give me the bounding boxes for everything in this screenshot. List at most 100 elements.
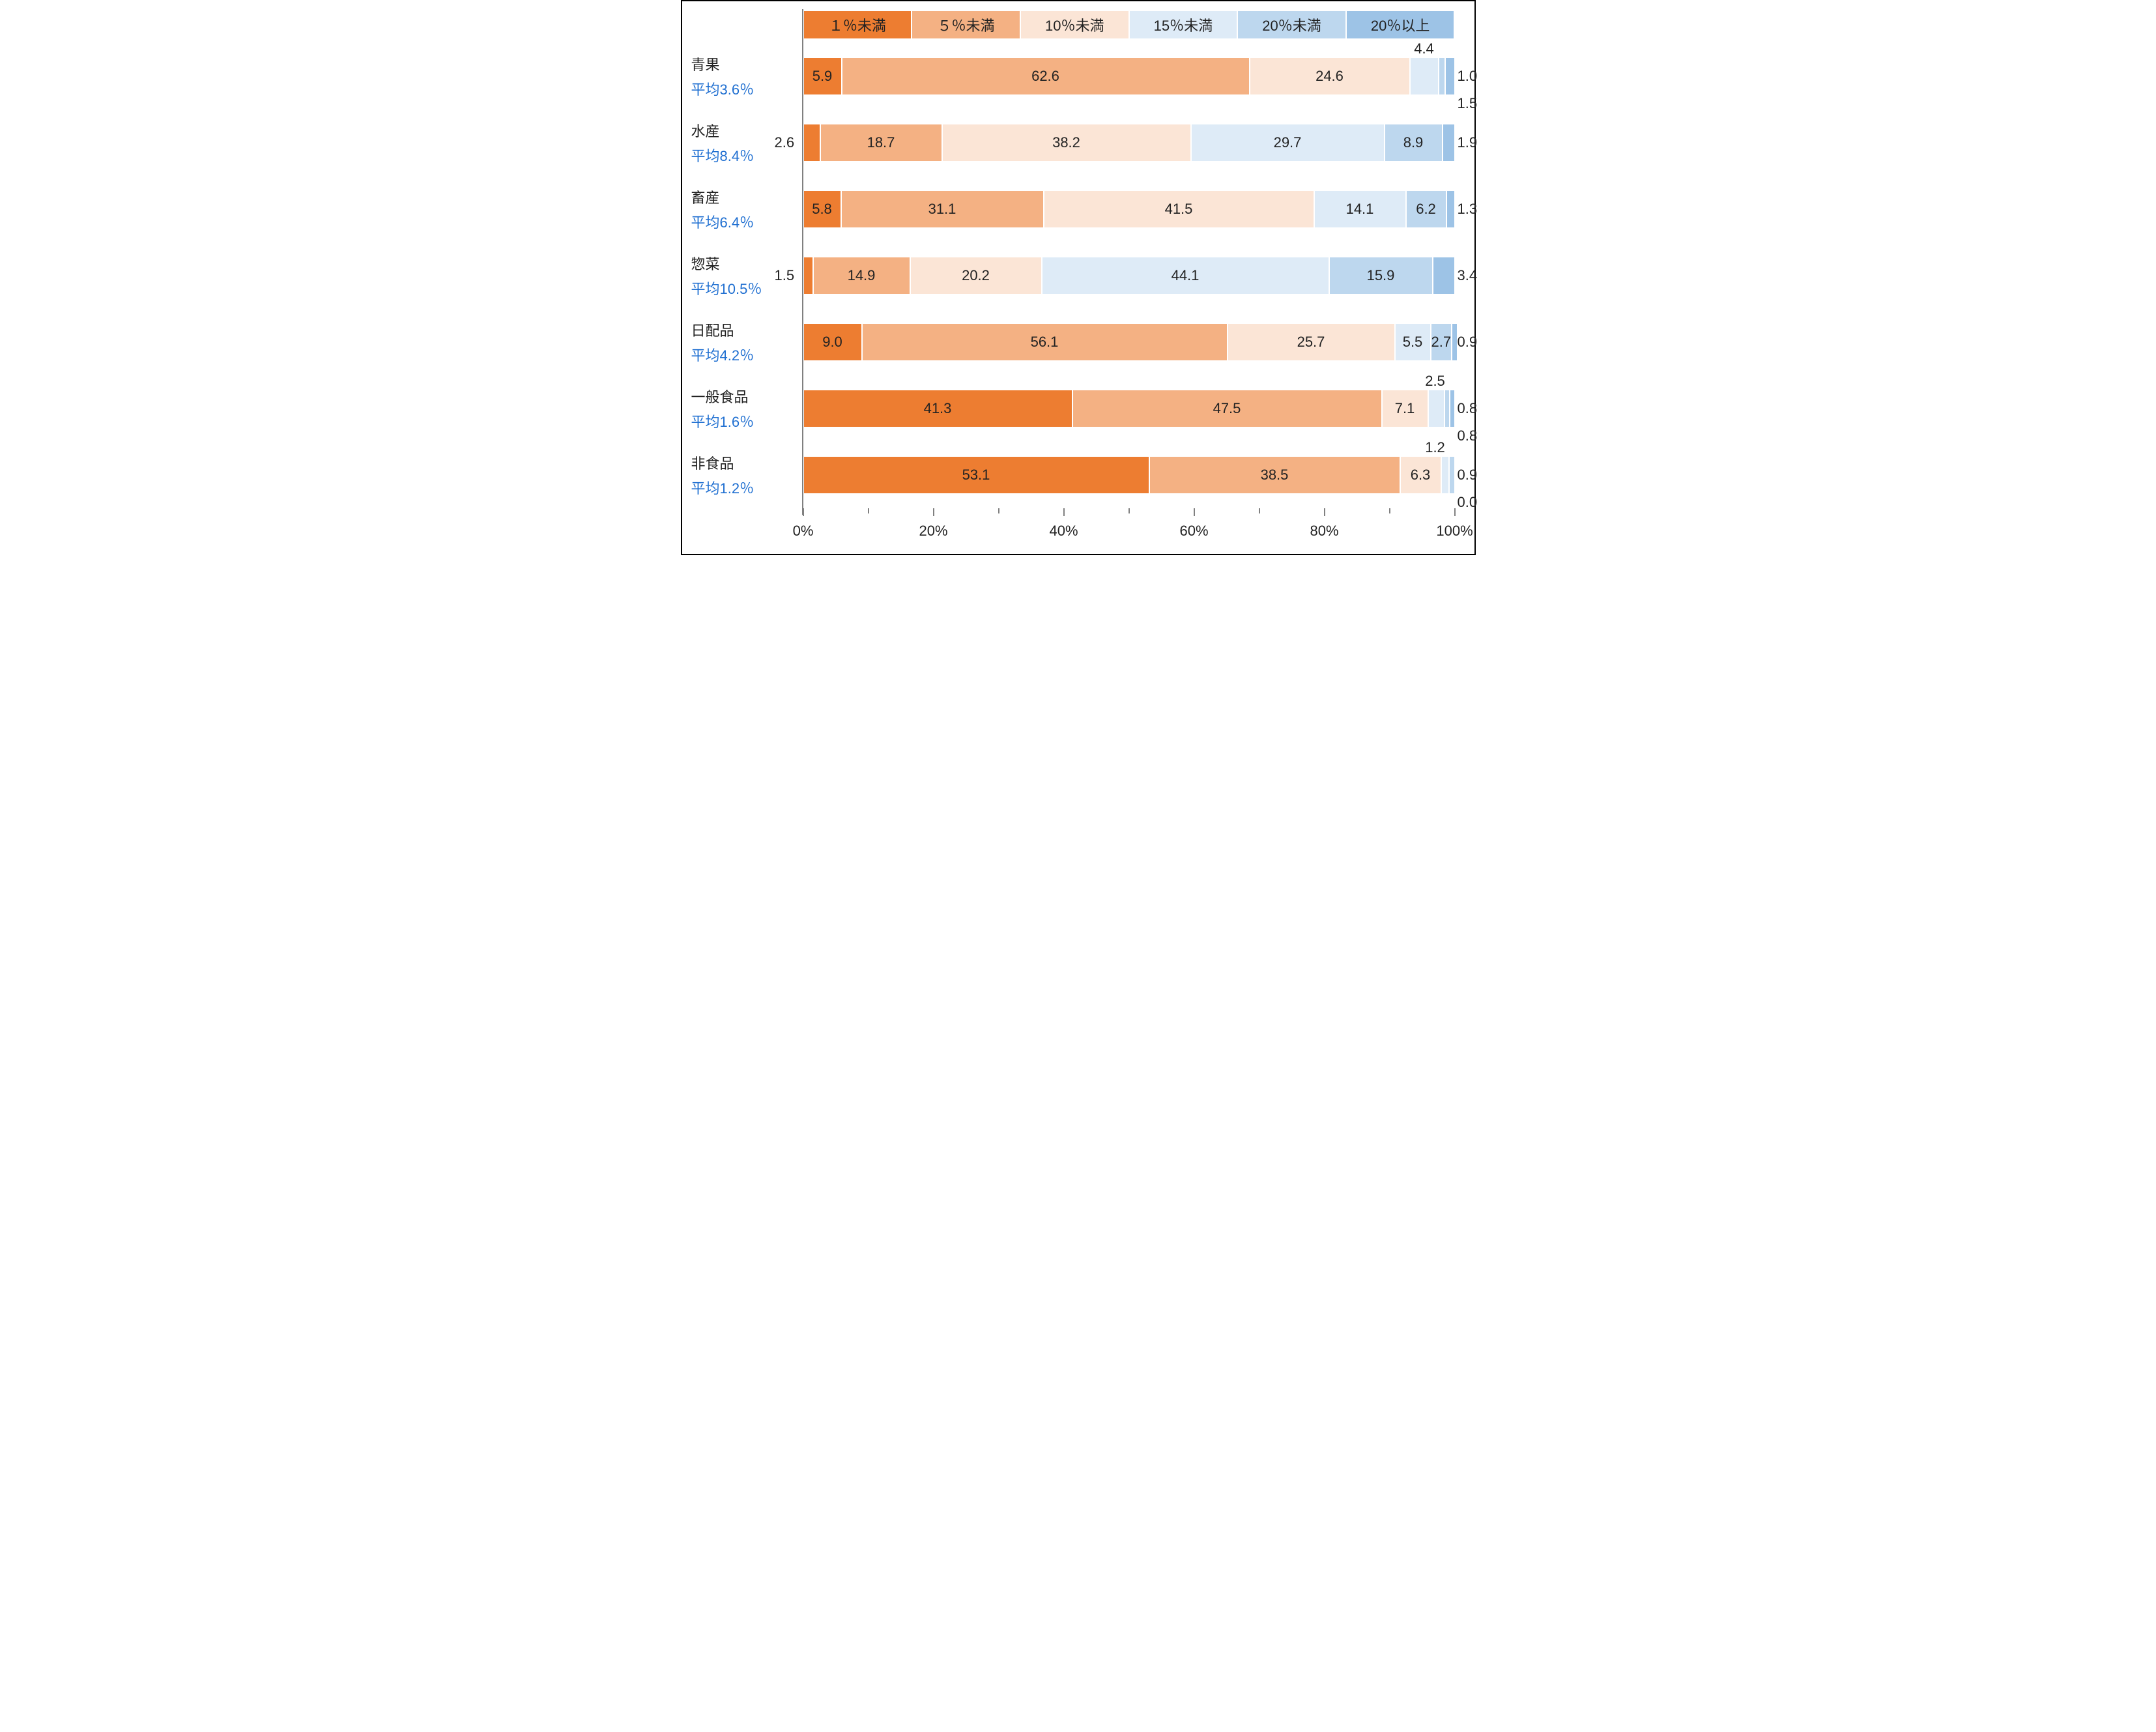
value-label: 62.6 <box>1031 68 1059 85</box>
bar-segment <box>1410 57 1439 95</box>
bar-segment: 15.9 <box>1329 257 1433 295</box>
bar-segment: 14.1 <box>1314 190 1406 228</box>
major-tick <box>1063 508 1065 516</box>
x-axis-label: 60% <box>1179 523 1208 540</box>
legend-label: 20％以上 <box>1371 14 1430 35</box>
bar-segment: 44.1 <box>1042 257 1329 295</box>
minor-tick <box>998 508 999 513</box>
value-label: 20.2 <box>962 267 990 284</box>
bar-segment: 31.1 <box>841 190 1044 228</box>
bar-segment <box>803 257 813 295</box>
bar-segment: 62.6 <box>842 57 1250 95</box>
legend-segment: ５％未満 <box>912 10 1020 39</box>
bar-wrap: 18.738.229.78.92.61.9 <box>802 109 1455 176</box>
legend-label: １％未満 <box>829 14 886 35</box>
value-label: 0.9 <box>1458 467 1478 484</box>
bar-segment <box>1439 57 1445 95</box>
value-label: 31.1 <box>928 201 956 218</box>
average-label: 平均4.2％ <box>691 344 798 365</box>
legend: １％未満５％未満10％未満15％未満20％未満20％以上 <box>802 9 1455 43</box>
value-label: 1.5 <box>1458 95 1478 112</box>
bar-segment: 7.1 <box>1382 390 1428 427</box>
value-label: 41.3 <box>924 400 952 417</box>
bar-segment <box>1428 390 1445 427</box>
stacked-bar: 9.056.125.75.52.7 <box>803 323 1455 361</box>
value-label: 53.1 <box>962 467 990 484</box>
value-label: 5.8 <box>812 201 832 218</box>
value-label: 0.8 <box>1458 427 1478 444</box>
category-name: 非食品 <box>691 452 798 473</box>
bar-segment <box>803 124 820 162</box>
bar-segment: 38.2 <box>942 124 1191 162</box>
chart-frame: １％未満５％未満10％未満15％未満20％未満20％以上 青果平均3.6％5.9… <box>681 0 1476 555</box>
minor-tick <box>1128 508 1130 513</box>
row-label: 惣菜平均10.5％ <box>691 242 802 309</box>
bar-segment: 2.7 <box>1431 323 1452 361</box>
value-label: 8.9 <box>1403 134 1424 151</box>
value-label: 44.1 <box>1171 267 1200 284</box>
axis-label-spacer <box>691 521 802 540</box>
value-label: 5.5 <box>1403 334 1423 351</box>
value-label: 1.9 <box>1458 134 1478 151</box>
bar-segment <box>1433 257 1455 295</box>
bar-segment: 14.9 <box>813 257 910 295</box>
bar-segment: 5.5 <box>1395 323 1431 361</box>
stacked-bar: 53.1 38.56.3 <box>803 456 1455 494</box>
bar-segment <box>1452 323 1458 361</box>
stacked-bar: 5.831.141.514.16.2 <box>803 190 1455 228</box>
major-tick <box>933 508 934 516</box>
value-label: 1.3 <box>1458 201 1478 218</box>
value-label: 3.4 <box>1458 267 1478 284</box>
major-tick <box>1324 508 1325 516</box>
value-label: 7.1 <box>1395 400 1415 417</box>
value-label: 4.4 <box>1414 40 1434 57</box>
legend-segment: １％未満 <box>803 10 912 39</box>
chart-grid: １％未満５％未満10％未満15％未満20％未満20％以上 青果平均3.6％5.9… <box>691 9 1455 540</box>
bar-segment <box>1455 456 1456 494</box>
x-axis-label: 40% <box>1049 523 1078 540</box>
value-label: 6.2 <box>1416 201 1436 218</box>
stacked-bar: 18.738.229.78.9 <box>803 124 1455 162</box>
legend-segment: 10％未満 <box>1020 10 1129 39</box>
bar-segment <box>1449 456 1455 494</box>
value-label: 56.1 <box>1031 334 1059 351</box>
minor-tick <box>1259 508 1260 513</box>
minor-tick <box>868 508 869 513</box>
value-label: 38.2 <box>1052 134 1080 151</box>
value-label: 9.0 <box>822 334 842 351</box>
bar-segment <box>1446 190 1455 228</box>
bar-segment: 6.3 <box>1400 456 1441 494</box>
bar-wrap: 41.347.57.12.50.80.8 <box>802 375 1455 442</box>
category-name: 青果 <box>691 53 798 74</box>
value-label: 0.9 <box>1458 334 1478 351</box>
value-label: 14.1 <box>1346 201 1374 218</box>
bar-segment: 41.3 <box>803 390 1072 427</box>
x-axis-label: 100% <box>1436 523 1473 540</box>
bar-segment: 38.5 <box>1149 456 1400 494</box>
stacked-bar: 14.9 20.2 44.1 15.9 <box>803 257 1455 295</box>
average-label: 平均10.5％ <box>691 278 798 298</box>
row-label: 日配品平均4.2％ <box>691 309 802 375</box>
major-tick <box>1194 508 1195 516</box>
x-axis-ticks <box>802 508 1455 515</box>
average-label: 平均6.4％ <box>691 211 798 232</box>
bar-wrap: 53.138.56.31.20.90.0 <box>802 442 1455 508</box>
category-name: 日配品 <box>691 319 798 340</box>
average-label: 平均8.4％ <box>691 145 798 166</box>
bar-segment <box>1445 57 1455 95</box>
value-label: 1.0 <box>1458 68 1478 85</box>
category-name: 水産 <box>691 120 798 141</box>
value-label: 2.7 <box>1431 334 1452 351</box>
row-label: 非食品平均1.2％ <box>691 442 802 508</box>
bar-segment: 6.2 <box>1406 190 1446 228</box>
x-axis-label: 80% <box>1310 523 1338 540</box>
major-tick <box>803 508 804 516</box>
x-axis-label: 0% <box>793 523 814 540</box>
category-name: 惣菜 <box>691 253 798 274</box>
category-name: 一般食品 <box>691 386 798 407</box>
bar-segment <box>1443 124 1455 162</box>
value-label: 1.2 <box>1425 439 1445 456</box>
value-label: 14.9 <box>848 267 876 284</box>
value-label: 24.6 <box>1315 68 1344 85</box>
value-label: 18.7 <box>867 134 895 151</box>
